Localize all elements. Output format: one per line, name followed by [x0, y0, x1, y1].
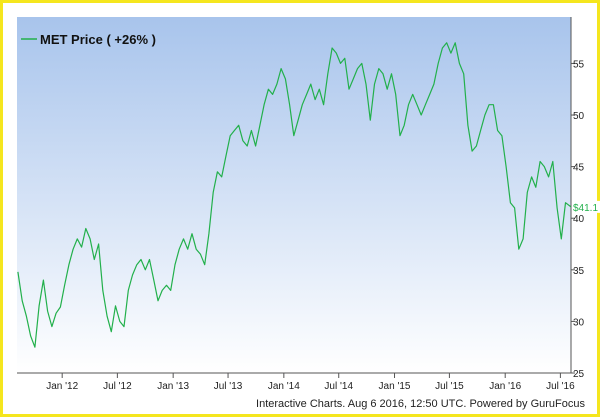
plot-background	[17, 17, 571, 373]
x-axis: Jan '12 Jul '12 Jan '13 Jul '13 Jan '14 Jul '…	[17, 372, 575, 392]
y-tick-label: 50	[573, 111, 585, 122]
x-tick-label: Jan '12	[46, 381, 78, 392]
y-tick-label: 30	[573, 317, 585, 328]
series-line-met-price[interactable]	[17, 42, 571, 348]
y-tick-label: 55	[573, 59, 585, 70]
x-tick-label: Jul '15	[435, 381, 464, 392]
x-tick-label: Jan '13	[157, 381, 189, 392]
footer-credit: Interactive Charts. Aug 6 2016, 12:50 UT…	[256, 398, 585, 410]
last-value-badge: $41.1	[572, 200, 600, 214]
x-tick-label: Jul '13	[214, 381, 243, 392]
price-chart[interactable]: Jan '12 Jul '12 Jan '13 Jul '13 Jan '14 Jul '…	[3, 3, 600, 420]
y-axis: 25 30 35 40 45 50 55	[570, 17, 585, 380]
y-tick-label: 40	[573, 214, 585, 225]
x-tick-label: Jul '12	[103, 381, 132, 392]
legend[interactable]: MET Price ( +26% )	[21, 32, 156, 47]
last-value-bg	[572, 200, 600, 213]
last-value-label: $41.1	[573, 203, 598, 214]
y-tick-label: 25	[573, 369, 585, 380]
x-tick-label: Jan '15	[379, 381, 411, 392]
y-tick-label: 35	[573, 266, 585, 277]
x-tick-label: Jan '16	[489, 381, 521, 392]
y-tick-label: 45	[573, 163, 585, 174]
x-tick-label: Jul '14	[324, 381, 353, 392]
x-tick-label: Jan '14	[268, 381, 300, 392]
legend-label-met-price: MET Price ( +26% )	[40, 32, 156, 47]
x-tick-label: Jul '16	[546, 381, 575, 392]
